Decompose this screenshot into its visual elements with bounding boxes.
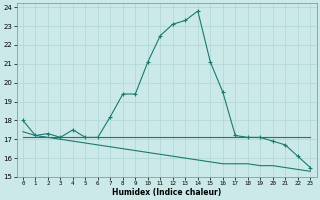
X-axis label: Humidex (Indice chaleur): Humidex (Indice chaleur) (112, 188, 221, 197)
